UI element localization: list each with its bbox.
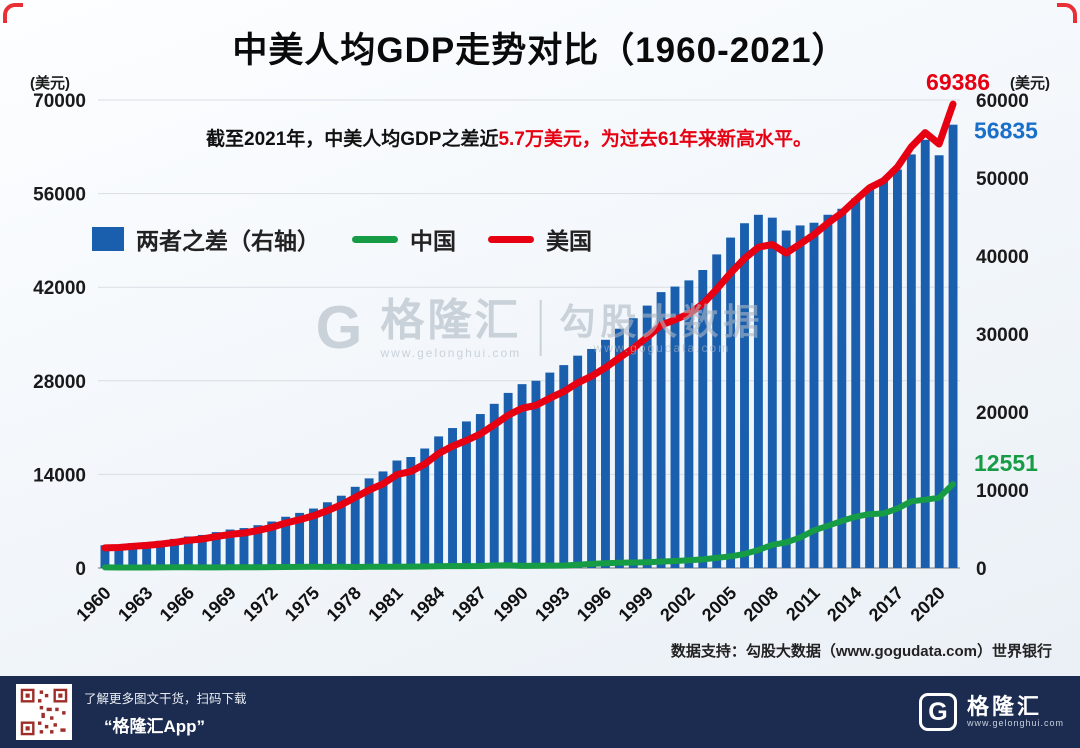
svg-text:2011: 2011 [782,583,824,625]
svg-text:69386: 69386 [926,69,990,95]
footer-app-name: “格隆汇App” [104,716,206,736]
diff-bar-swatch-icon [92,227,124,251]
footer-brand-name: 格隆汇 [966,693,1042,719]
svg-text:56835: 56835 [974,118,1038,144]
svg-text:1960: 1960 [72,583,114,625]
qr-code [16,684,72,740]
svg-text:1963: 1963 [114,583,156,625]
legend-item-us: 美国 [488,222,592,256]
svg-text:14000: 14000 [33,465,86,486]
legend: 两者之差（右轴） 中国 美国 [92,222,592,256]
y-axis-left-labels: 0 14000 28000 42000 56000 70000 [33,91,86,580]
svg-text:12551: 12551 [974,450,1038,476]
x-axis-labels: 1960 1963 1966 1969 1972 1975 1978 1981 1984 1987… [72,583,949,625]
left-axis-unit-label: (美元) [30,75,70,92]
svg-text:30000: 30000 [976,325,1029,346]
svg-text:2020: 2020 [907,583,949,625]
qr-code-icon [19,687,69,737]
svg-text:1969: 1969 [197,583,239,625]
corner-accent-left [3,3,23,23]
svg-text:70000: 70000 [33,91,86,112]
footer-brand-url: www.gelonghui.com [966,718,1064,729]
svg-text:2005: 2005 [698,583,740,625]
footer-caption: 了解更多图文干货，扫码下载 [84,691,247,706]
svg-text:42000: 42000 [33,278,86,299]
svg-text:1999: 1999 [615,583,657,625]
chart-canvas: 0 14000 28000 42000 56000 70000 0 10000 20000 300… [33,69,1038,625]
us-line-swatch-icon [488,235,534,243]
svg-text:1981: 1981 [364,583,406,625]
svg-text:28000: 28000 [33,372,86,393]
footer-bar: 了解更多图文干货，扫码下载 “格隆汇App” G 格隆汇 www.gelongh… [0,676,1080,748]
bars-series [100,124,958,569]
svg-text:10000: 10000 [976,481,1029,502]
svg-text:56000: 56000 [33,185,86,206]
y-axis-right-labels: 0 10000 20000 30000 40000 50000 60000 [976,91,1029,580]
page-title: 中美人均GDP走势对比（1960-2021） [232,31,848,70]
svg-text:0: 0 [75,559,86,580]
svg-text:1972: 1972 [239,583,281,625]
svg-text:1978: 1978 [323,583,365,625]
svg-text:1984: 1984 [406,583,448,625]
svg-text:60000: 60000 [976,91,1029,112]
svg-text:1996: 1996 [573,583,615,625]
us-line [101,100,957,552]
svg-text:1987: 1987 [448,583,490,625]
china-line-swatch-icon [352,235,398,243]
svg-text:2014: 2014 [823,583,865,625]
gelonghui-footer-logo: G 格隆汇 www.gelonghui.com [918,693,1064,731]
svg-text:1993: 1993 [531,583,573,625]
svg-text:1966: 1966 [156,583,198,625]
legend-label-diff: 两者之差（右轴） [136,228,320,254]
legend-item-china: 中国 [352,222,456,256]
legend-label-us: 美国 [546,228,592,254]
svg-text:20000: 20000 [976,403,1029,424]
legend-item-diff: 两者之差（右轴） [92,222,320,256]
svg-text:2008: 2008 [740,583,782,625]
series-end-labels: 69386 56835 12551 [926,69,1038,476]
corner-accent-right [1057,3,1077,23]
svg-text:1990: 1990 [489,583,531,625]
legend-label-china: 中国 [410,228,456,254]
svg-text:40000: 40000 [976,247,1029,268]
svg-text:1975: 1975 [281,583,323,625]
svg-text:0: 0 [976,559,987,580]
china-line [102,481,956,571]
right-axis-unit-label: (美元) [1010,75,1050,92]
annotation-prefix: 截至2021年，中美人均GDP之差近 [206,129,499,150]
data-source-note: 数据支持：勾股大数据（www.gogudata.com）世界银行 [670,643,1052,660]
annotation-text: 截至2021年，中美人均GDP之差近5.7万美元，为过去61年来新高水平。 [206,124,812,151]
svg-text:50000: 50000 [976,169,1029,190]
gelonghui-g-icon: G [918,693,957,731]
svg-text:2017: 2017 [865,583,907,625]
svg-text:2002: 2002 [656,583,698,625]
annotation-highlight: 5.7万美元，为过去61年来新高水平。 [498,129,813,150]
